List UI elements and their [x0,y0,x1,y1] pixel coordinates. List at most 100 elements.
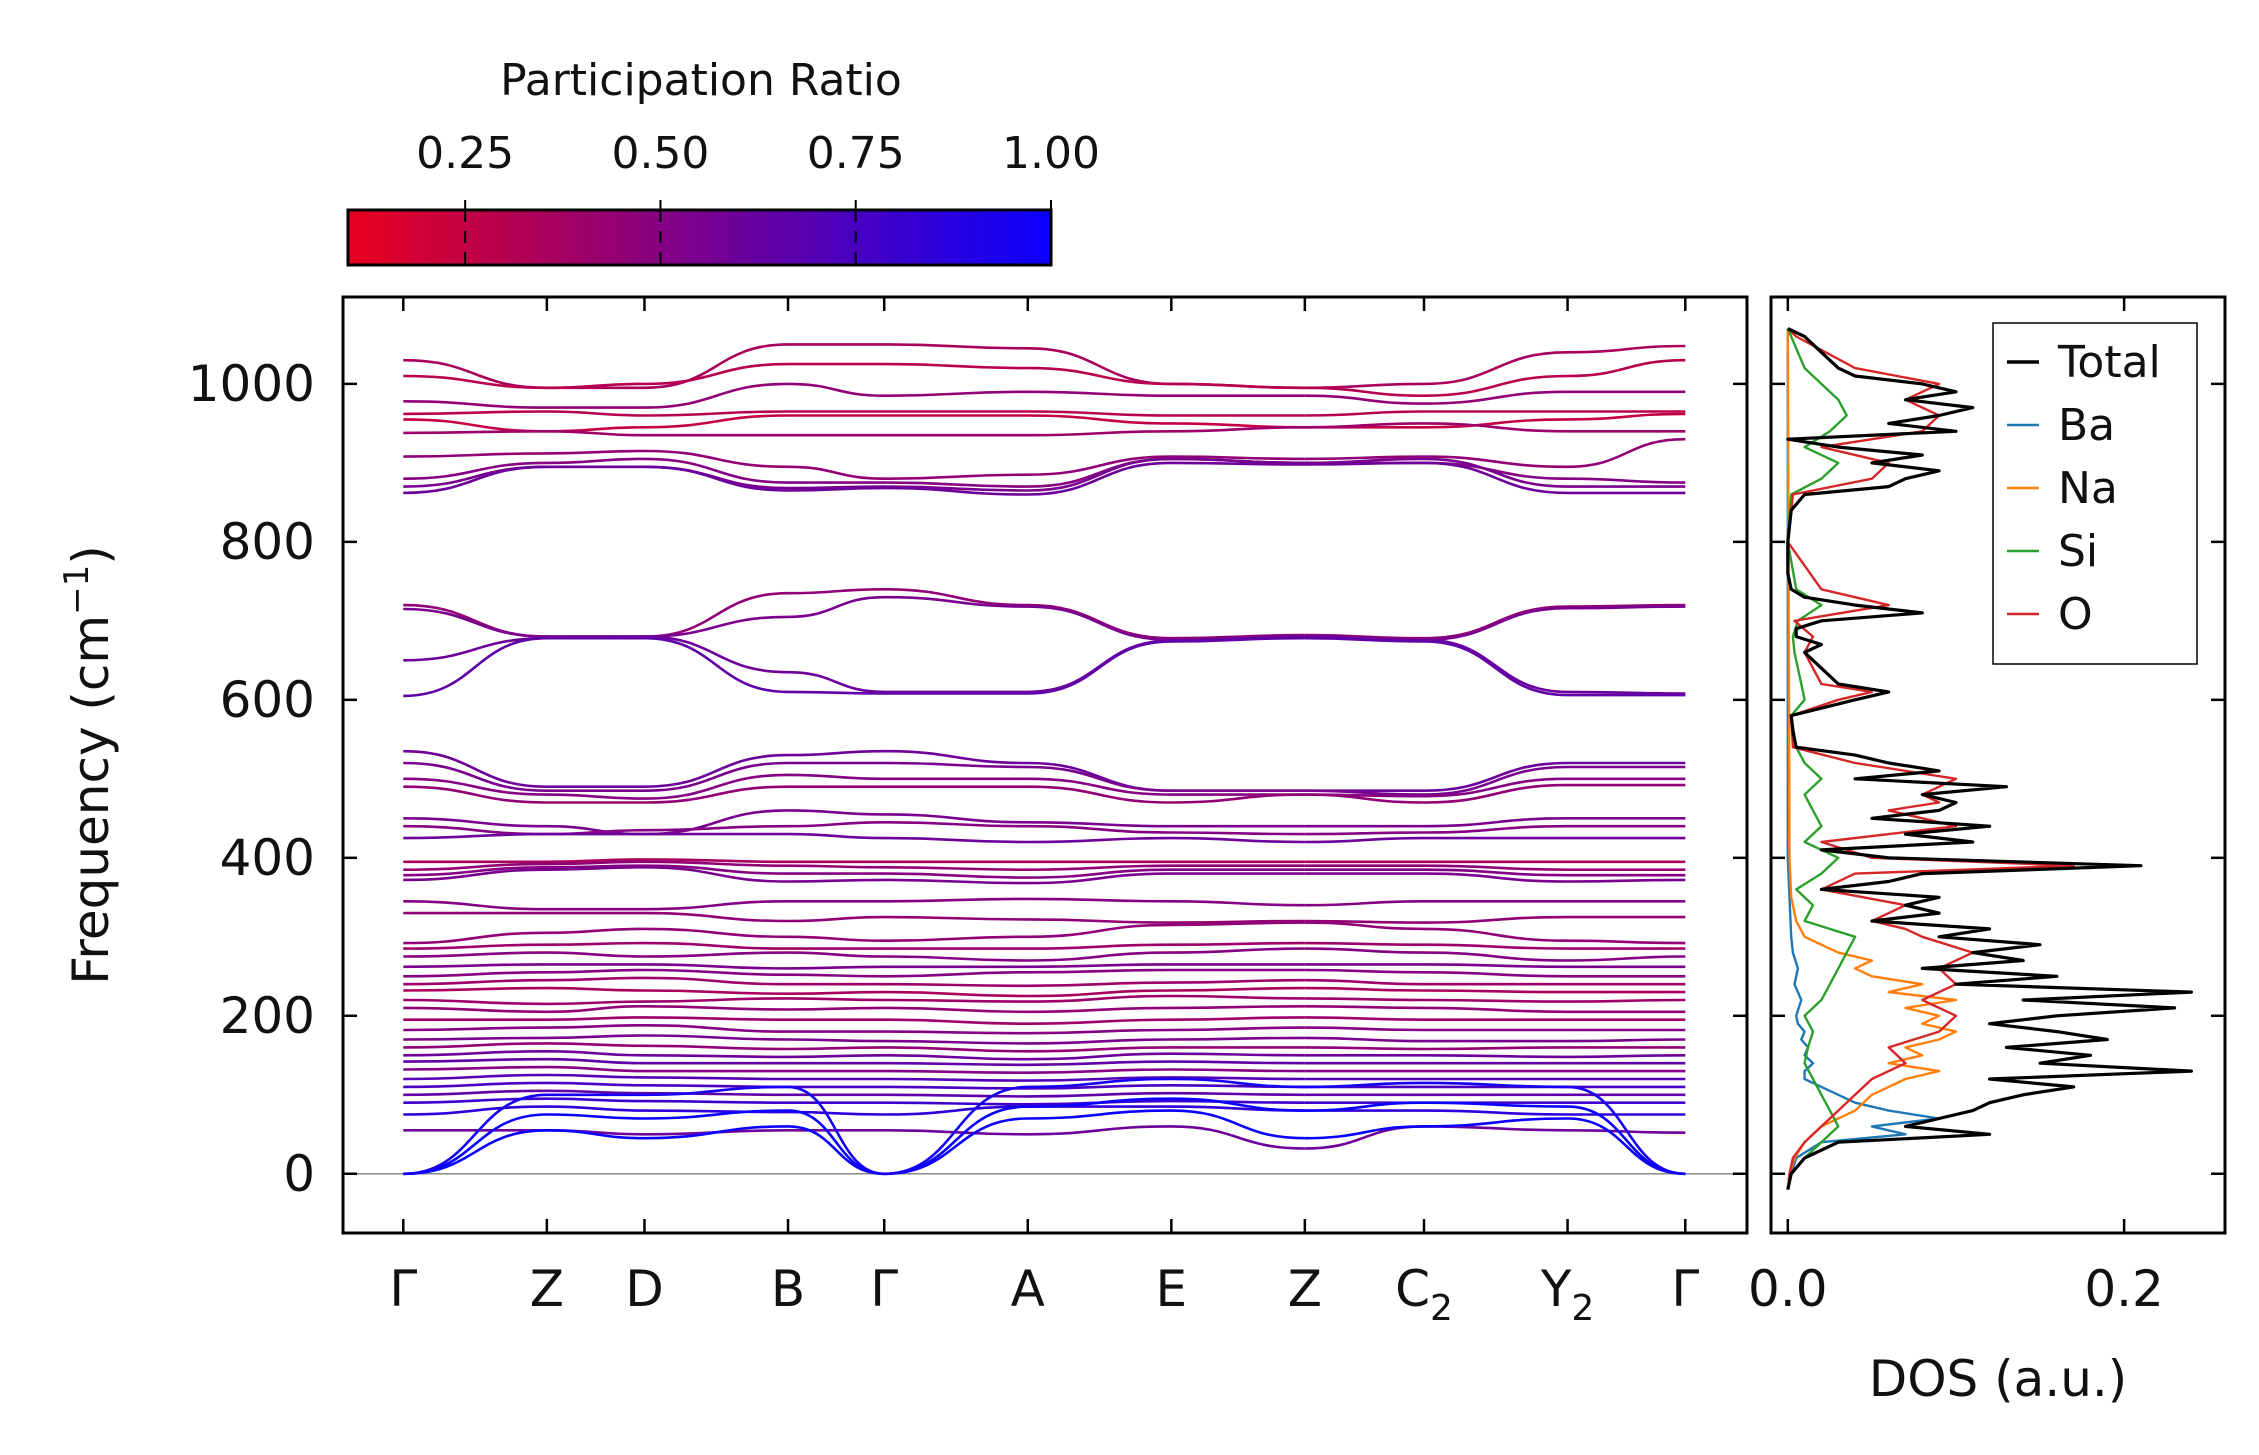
band-line [403,785,789,804]
band-line [1304,605,1686,642]
band-line [787,947,1305,962]
band-line [1304,899,1686,907]
band-line [1304,978,1686,986]
k-point-symbol: Z [1288,1260,1322,1318]
k-point-subscript: 2 [1571,1288,1594,1329]
band-line [787,809,1305,828]
band-line [787,832,1305,844]
y-tick-label: 600 [220,671,315,729]
band-line [788,1060,1305,1067]
band-line [1304,816,1686,828]
band-line [403,927,789,945]
band-line [788,362,1305,390]
dos-line-si [1786,328,1857,1190]
band-line [403,1042,789,1051]
band-line [1304,997,1686,1003]
band-line [403,362,789,390]
band-line [403,1004,789,1014]
colorbar-title: Participation Ratio [500,55,902,106]
dos-line-total [1786,327,2193,1190]
band-line [1304,344,1686,390]
k-point-symbol: Z [530,1260,564,1318]
band-line [787,897,1305,907]
band-line [403,382,789,409]
colorbar-gradient [346,208,1053,267]
band-line [787,1097,1305,1176]
dos-panel: 0.0 0.2 DOS (a.u.) Total Ba Na Si O [1748,295,2227,1408]
band-line [403,1023,789,1033]
band-line [788,761,1305,793]
band-line [1304,1005,1686,1014]
band-line [787,820,1305,836]
band-line [1304,1125,1686,1150]
band-line [403,968,789,978]
band-line [403,457,789,484]
band-line [403,449,789,469]
band-line [403,832,788,840]
band-line [1304,358,1686,398]
y-axis-label-main: Frequency (cm [62,615,120,985]
dos-lines [1786,327,2193,1190]
y-axis-label-superscript: −1 [57,565,97,615]
band-line [788,1091,1305,1098]
band-line [403,591,789,638]
y-tick-label: 0 [283,1145,315,1203]
band-line [787,587,1305,640]
band-line [403,911,789,923]
dos-plot-frame [1769,295,2227,1235]
band-line [787,1005,1305,1014]
band-line [1304,412,1686,429]
band-line [1304,765,1686,796]
band-line [788,1016,1305,1026]
band-line [1304,968,1686,978]
band-line [788,941,1305,950]
band-line [403,343,789,390]
band-line [403,1105,789,1116]
band-line [787,455,1305,481]
band-line [403,809,789,836]
k-point-symbol: B [771,1260,805,1318]
band-line [1304,1016,1686,1022]
band-line [1304,457,1686,488]
band-line [787,872,1305,885]
band-line [788,1083,1305,1090]
band-line [787,864,1305,872]
y-tick-label: 200 [220,987,315,1045]
colorbar-ticks: 0.25 0.50 0.75 1.00 [416,128,1100,265]
band-line [1304,921,1686,945]
band-line [787,915,1305,924]
y-axis-label-close: ) [62,545,120,565]
band-line [1304,461,1686,495]
band-line [787,749,1305,793]
band-line [1304,963,1686,969]
band-line [1304,836,1686,844]
band-line [403,1057,788,1065]
colorbar-tick-label: 0.50 [611,128,709,179]
dos-x-tick-label: 0.0 [1748,1260,1828,1318]
band-line [787,773,1305,796]
band-line [1304,777,1686,798]
band-line [1304,1026,1686,1032]
legend-label-total: Total [2057,337,2161,388]
k-point-subscript: 2 [1430,1288,1453,1329]
band-line [403,824,789,836]
band-line [787,986,1305,998]
legend-label-o: O [2058,589,2093,640]
band-line [787,921,1305,943]
band-line [787,1046,1305,1053]
band-line [403,773,789,800]
k-point-label: E [1156,1260,1188,1318]
band-line [788,1068,1305,1075]
legend-label-ba: Ba [2058,400,2115,451]
band-line [1304,783,1686,804]
k-point-symbol: A [1011,1260,1045,1318]
band-line [403,864,789,877]
legend-label-si: Si [2058,526,2098,577]
band-line [1304,603,1686,640]
band-line [1304,947,1686,962]
band-line [787,635,1305,694]
band-line [403,429,788,437]
dos-line-na [1786,328,1958,1190]
band-line [403,997,789,1006]
